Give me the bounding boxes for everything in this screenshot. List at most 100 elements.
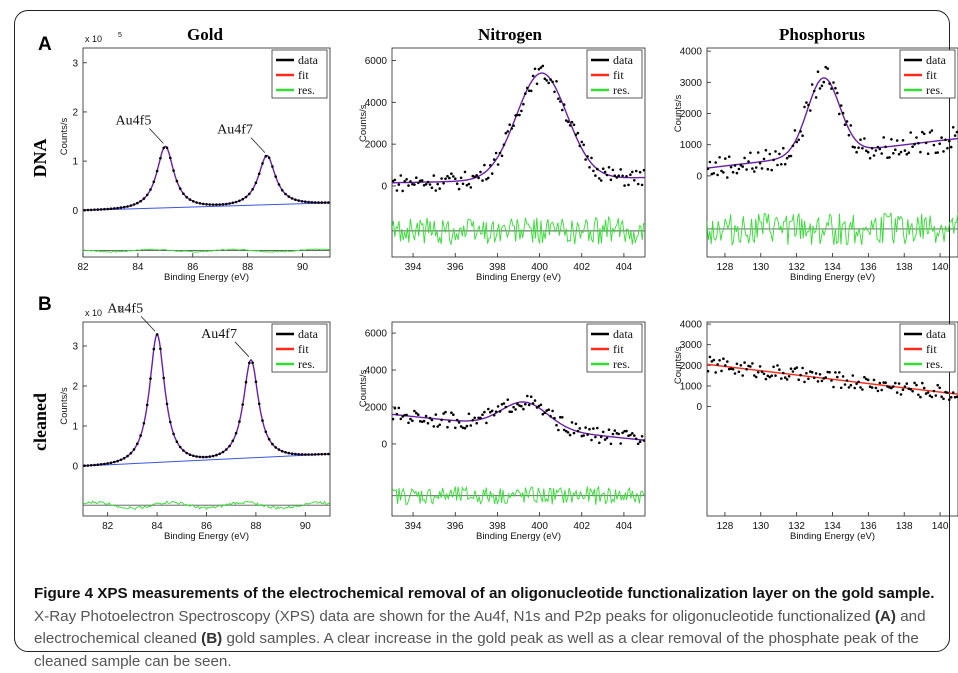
data-point	[870, 386, 874, 389]
peak-label-leader	[234, 341, 250, 358]
data-point	[634, 169, 638, 173]
legend-label-fit: fit	[298, 342, 309, 356]
data-point	[185, 451, 188, 455]
data-point	[418, 179, 422, 183]
data-point	[636, 442, 640, 446]
data-point	[743, 156, 746, 160]
data-point	[812, 376, 816, 380]
data-point	[729, 367, 733, 371]
data-point	[96, 208, 100, 211]
column-title-phosphorus: Phosphorus	[779, 25, 865, 44]
data-point	[814, 372, 818, 375]
data-point	[749, 151, 752, 155]
data-point	[836, 91, 839, 95]
data-point	[551, 409, 554, 413]
data-point	[251, 188, 254, 191]
data-point	[182, 192, 185, 195]
data-point	[465, 184, 469, 187]
data-point	[510, 127, 513, 130]
data-point	[83, 464, 86, 468]
data-point	[461, 182, 465, 186]
data-point	[317, 201, 320, 204]
data-point	[566, 120, 570, 123]
data-point	[436, 425, 440, 428]
data-point	[774, 150, 777, 153]
y-tick-label: 3	[72, 342, 78, 353]
data-point	[307, 200, 310, 204]
data-point	[627, 183, 630, 187]
legend-label-res: res.	[926, 83, 943, 97]
legend-label-fit: fit	[926, 68, 937, 82]
data-point	[172, 169, 175, 172]
data-point	[234, 200, 238, 204]
plot-area	[83, 145, 330, 253]
data-point	[531, 402, 535, 405]
x-axis-label: Binding Energy (eV)	[164, 531, 249, 542]
data-point	[710, 172, 714, 176]
panel-dna-gold: 82 84 86 88 90 0 1 2 3 Binding Energy (eV) Counts/…	[59, 32, 331, 283]
data-point	[919, 150, 922, 154]
data-point	[785, 378, 789, 381]
panel-cleaned-phosphorus: 128 130 132 134 136 138 140 0 1000 2000 3000 4000 Bi…	[673, 320, 958, 542]
data-point	[411, 419, 414, 423]
x-tick-label: 396	[447, 262, 464, 273]
data-point	[946, 146, 949, 150]
data-point	[874, 386, 878, 390]
x-tick-label: 140	[932, 521, 949, 532]
data-point	[557, 428, 560, 432]
data-point	[772, 365, 775, 369]
data-point	[770, 374, 773, 378]
data-point	[185, 195, 188, 199]
x-tick-label: 136	[860, 521, 877, 532]
data-point	[455, 418, 459, 422]
data-point	[712, 358, 716, 362]
data-point	[638, 170, 642, 174]
data-point	[582, 434, 585, 437]
data-point	[477, 176, 480, 180]
data-point	[192, 200, 195, 203]
data-point	[294, 452, 297, 456]
data-point	[605, 173, 609, 177]
column-title-nitrogen: Nitrogen	[478, 25, 542, 44]
data-point	[529, 395, 533, 399]
data-point	[613, 174, 617, 177]
x-axis-label: Binding Energy (eV)	[164, 272, 249, 283]
data-point	[244, 380, 248, 384]
x-tick-label: 404	[616, 262, 633, 273]
data-point	[96, 463, 100, 467]
data-point	[531, 74, 535, 78]
data-point	[751, 167, 754, 170]
data-point	[778, 152, 781, 156]
data-point	[894, 381, 897, 385]
x-tick-label: 138	[896, 521, 913, 532]
data-point	[913, 381, 916, 385]
data-point	[508, 410, 512, 414]
fit-line	[83, 145, 330, 211]
data-point	[327, 201, 330, 204]
y-axis-label: Counts/s	[673, 95, 684, 133]
y-tick-label: 2000	[680, 361, 703, 372]
data-point	[504, 405, 508, 409]
data-point	[182, 449, 185, 452]
data-point	[726, 360, 729, 363]
data-point	[803, 105, 806, 109]
data-point	[469, 186, 473, 189]
data-point	[496, 163, 500, 166]
data-point	[793, 129, 797, 132]
data-point	[609, 442, 613, 446]
data-point	[607, 428, 611, 432]
data-point	[297, 199, 301, 202]
data-point	[411, 182, 414, 186]
data-point	[849, 383, 853, 387]
data-point	[863, 375, 866, 379]
x-tick-label: 88	[250, 521, 262, 532]
data-point	[238, 199, 241, 203]
data-point	[145, 403, 149, 407]
data-point	[432, 425, 436, 428]
residual-line	[83, 500, 330, 511]
data-point	[446, 425, 449, 429]
data-point	[442, 182, 445, 185]
data-point	[594, 435, 597, 439]
